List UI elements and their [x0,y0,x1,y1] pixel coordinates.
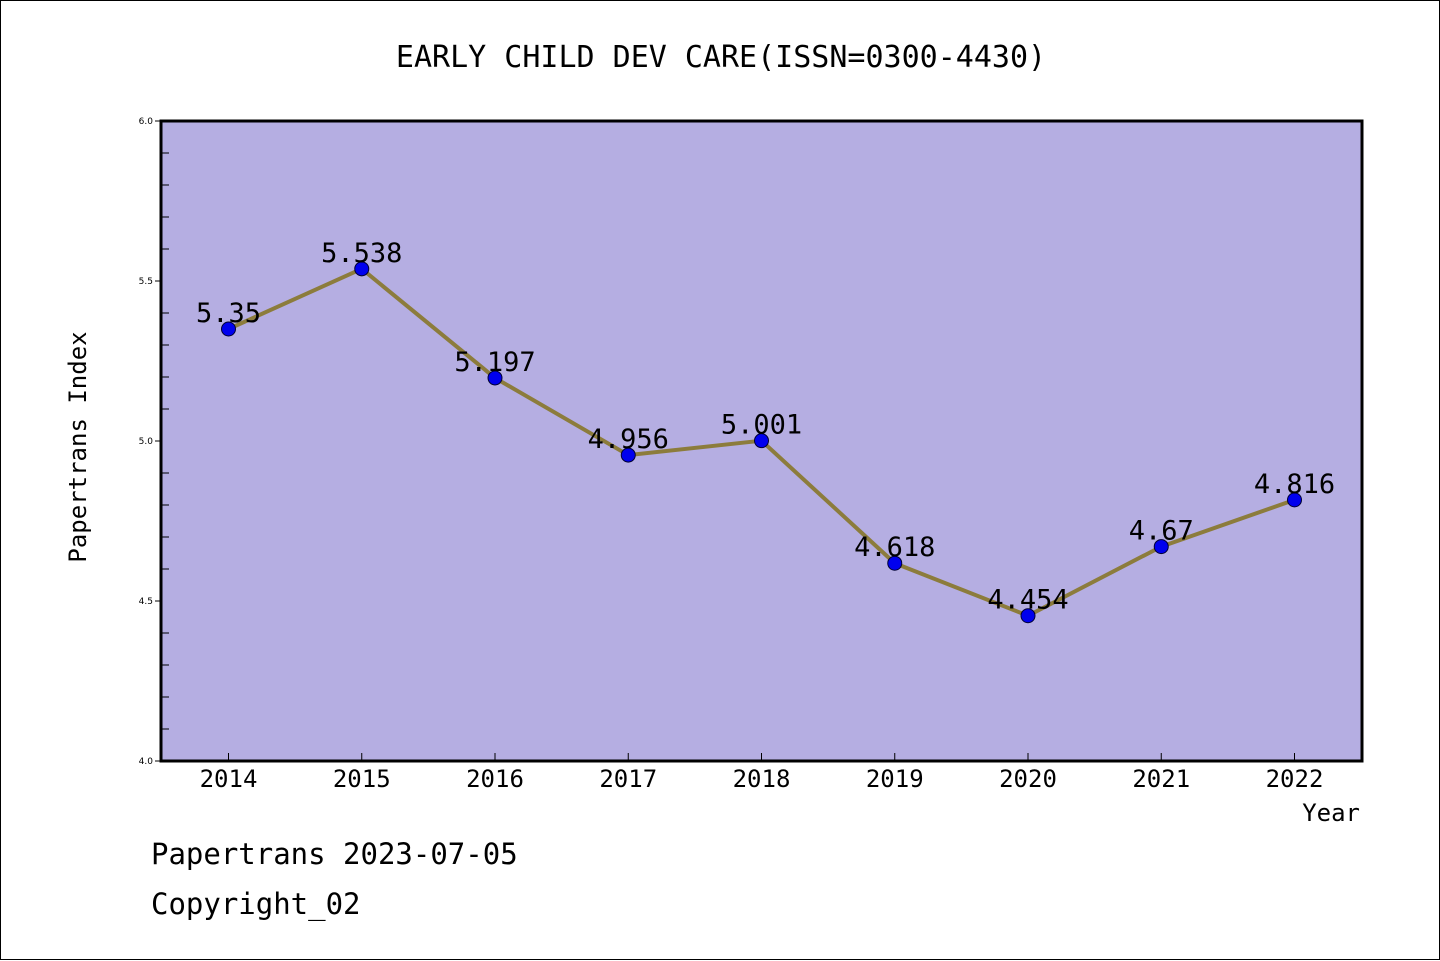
data-label: 5.35 [196,298,261,329]
data-point [487,370,503,386]
footer-copyright: Copyright_02 [151,887,361,921]
x-tick-label: 2017 [599,765,657,793]
data-label: 4.956 [588,424,669,455]
data-label: 4.67 [1129,516,1194,547]
data-label: 4.618 [854,532,935,563]
data-point [354,261,370,277]
data-point [887,555,903,571]
x-tick-label: 2018 [733,765,791,793]
data-point [754,433,769,449]
data-point [620,447,636,463]
data-point [1287,492,1302,508]
data-label: 4.454 [987,585,1068,616]
y-axis-label: Papertrans Index [64,331,92,562]
data-label: 4.816 [1254,469,1335,500]
x-axis: 2014 2015 2016 2017 2018 2019 2020 2021 2022 [200,753,1324,793]
data-point [1153,539,1169,555]
y-tick-label: 4.5 [139,597,153,607]
x-tick-label: 2015 [333,765,391,793]
y-tick-label: 4.0 [139,757,154,767]
data-point [221,321,236,337]
x-tick-label: 2022 [1266,765,1324,793]
x-tick-label: 2014 [200,765,258,793]
y-tick-label: 5.0 [139,437,154,447]
x-tick-label: 2021 [1132,765,1190,793]
x-tick-label: 2016 [466,765,524,793]
x-tick-label: 2019 [866,765,924,793]
data-point [1020,608,1036,624]
data-label: 5.538 [321,238,402,269]
x-axis-label: Year [1302,799,1360,827]
footer-date: Papertrans 2023-07-05 [151,837,518,871]
y-tick-label: 6.0 [139,117,154,127]
data-label: 5.001 [721,410,802,441]
chart-title: EARLY CHILD DEV CARE(ISSN=0300-4430) [396,40,1046,75]
data-label: 5.197 [454,347,535,378]
x-tick-label: 2020 [999,765,1057,793]
y-axis: 4.0 4.5 5.0 5.5 6.0 [139,117,169,767]
y-tick-label: 5.5 [139,277,153,287]
series-line-group: 5.35 5.538 5.197 4.956 5.001 4.618 4.454 4.67 4.… [196,238,1335,624]
